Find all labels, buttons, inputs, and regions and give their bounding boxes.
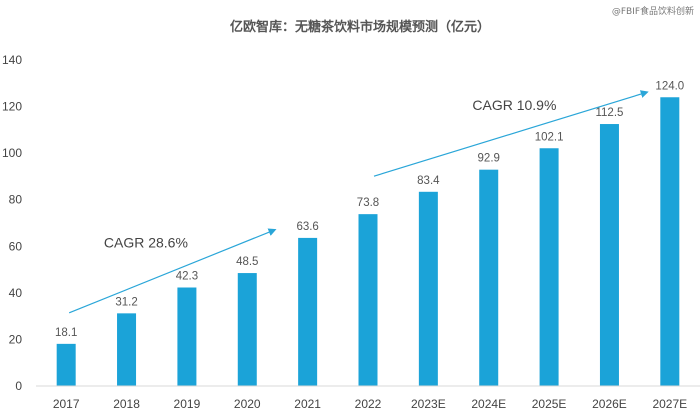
data-label: 73.8 (357, 197, 379, 209)
x-tick-label: 2027E (652, 397, 687, 411)
bar-2021 (298, 237, 318, 386)
y-tick-label: 100 (2, 146, 22, 160)
cagr-arrow (373, 90, 649, 177)
y-tick-label: 80 (9, 193, 23, 207)
bar-2027E (660, 97, 680, 386)
watermark-text: @FBIF食品饮料创新 (612, 5, 694, 17)
x-tick-label: 2022 (355, 397, 382, 411)
chart-title: 亿欧智库：无糖茶饮料市场规模预测（亿元） (230, 19, 490, 35)
x-tick-label: 2018 (113, 397, 140, 411)
x-tick-label: 2021 (294, 397, 321, 411)
bar-2017 (56, 343, 76, 386)
data-label: 48.5 (236, 256, 258, 268)
y-tick-label: 40 (9, 286, 23, 300)
x-tick-label: 2025E (532, 397, 567, 411)
y-tick-label: 120 (2, 100, 22, 114)
y-tick-label: 60 (9, 239, 23, 253)
data-label: 83.4 (417, 175, 440, 187)
data-label: 31.2 (115, 296, 137, 308)
x-tick-label: 2023E (411, 397, 446, 411)
data-label: 18.1 (55, 327, 77, 339)
data-label: 124.0 (655, 80, 684, 92)
cagr-arrow (68, 228, 277, 314)
x-tick-label: 2024E (471, 397, 506, 411)
x-tick-label: 2017 (53, 397, 80, 411)
bar-2019 (177, 287, 197, 386)
x-tick-label: 2020 (234, 397, 261, 411)
bar-2024E (479, 169, 499, 386)
bar-2023E (418, 191, 438, 386)
data-label: 42.3 (176, 271, 198, 283)
y-tick-label: 140 (2, 53, 22, 67)
data-label: 112.5 (595, 107, 623, 119)
annotations-group: CAGR 28.6% CAGR 10.9% (68, 90, 649, 314)
data-label: 102.1 (535, 131, 564, 143)
data-label: 63.6 (296, 221, 318, 233)
x-tick-label: 2026E (592, 397, 627, 411)
x-axis: 2017 2018 2019 2020 2021 2022 2023E 2024E 2025E 2… (36, 385, 700, 411)
y-axis: 0 20 40 60 80 100 120 140 (2, 53, 22, 393)
bars-group (56, 97, 680, 387)
bar-2018 (117, 313, 137, 386)
bar-2025E (539, 148, 559, 386)
cagr-label: CAGR 10.9% (472, 97, 556, 113)
bar-2022 (358, 214, 378, 386)
bar-2026E (599, 124, 619, 387)
bar-2020 (237, 273, 257, 386)
y-tick-label: 20 (9, 332, 23, 346)
x-tick-label: 2019 (174, 397, 201, 411)
data-labels-group: 18.1 31.2 42.3 48.5 63.6 73.8 83.4 92.9 102.1 112… (55, 80, 684, 339)
cagr-label: CAGR 28.6% (104, 234, 188, 250)
y-tick-label: 0 (15, 379, 22, 393)
data-label: 92.9 (478, 153, 500, 165)
